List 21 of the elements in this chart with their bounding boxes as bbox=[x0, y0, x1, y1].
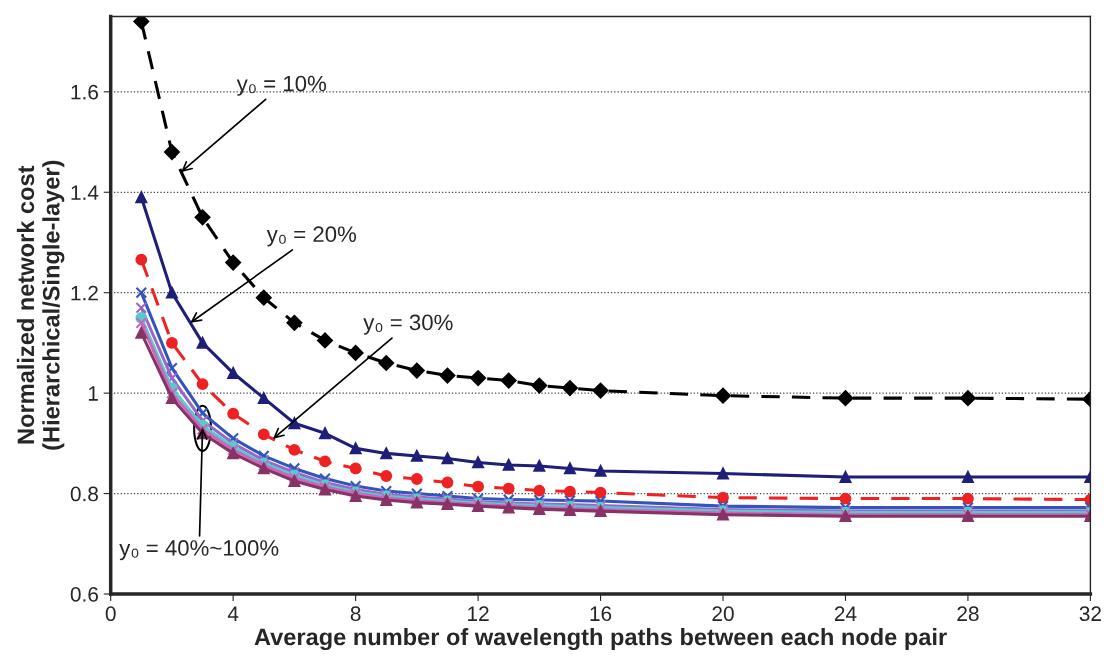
annotation: y₀ = 20% bbox=[266, 226, 357, 247]
x-tick-label: 8 bbox=[350, 606, 361, 622]
x-tick-label: 4 bbox=[227, 606, 239, 621]
y-tick-label: 0.6 bbox=[70, 587, 98, 602]
x-tick-label: 12 bbox=[468, 606, 489, 621]
x-tick-label: 20 bbox=[712, 606, 734, 622]
y-tick-label: 1.4 bbox=[71, 185, 99, 200]
y-axis-title: Normalized network cost (Hierarchical/Single-layer) bbox=[16, 160, 65, 450]
y-tick-label: 1.2 bbox=[71, 285, 98, 301]
x-tick-label: 0 bbox=[105, 606, 116, 622]
y-tick-label: 0.8 bbox=[70, 486, 98, 502]
x-tick-label: 16 bbox=[590, 606, 612, 622]
y-tick-label: 1.6 bbox=[71, 84, 98, 100]
y-tick-label: 1 bbox=[88, 386, 98, 401]
x-axis-title: Average number of wavelength paths between each node pair bbox=[254, 628, 947, 651]
annotation: y₀ = 10% bbox=[236, 75, 327, 96]
annotation: y₀ = 30% bbox=[363, 314, 453, 335]
x-tick-label: 32 bbox=[1079, 606, 1101, 622]
x-tick-label: 28 bbox=[957, 606, 979, 622]
annotation: y₀ = 40%~100% bbox=[119, 540, 279, 561]
x-tick-label: 24 bbox=[834, 606, 857, 621]
